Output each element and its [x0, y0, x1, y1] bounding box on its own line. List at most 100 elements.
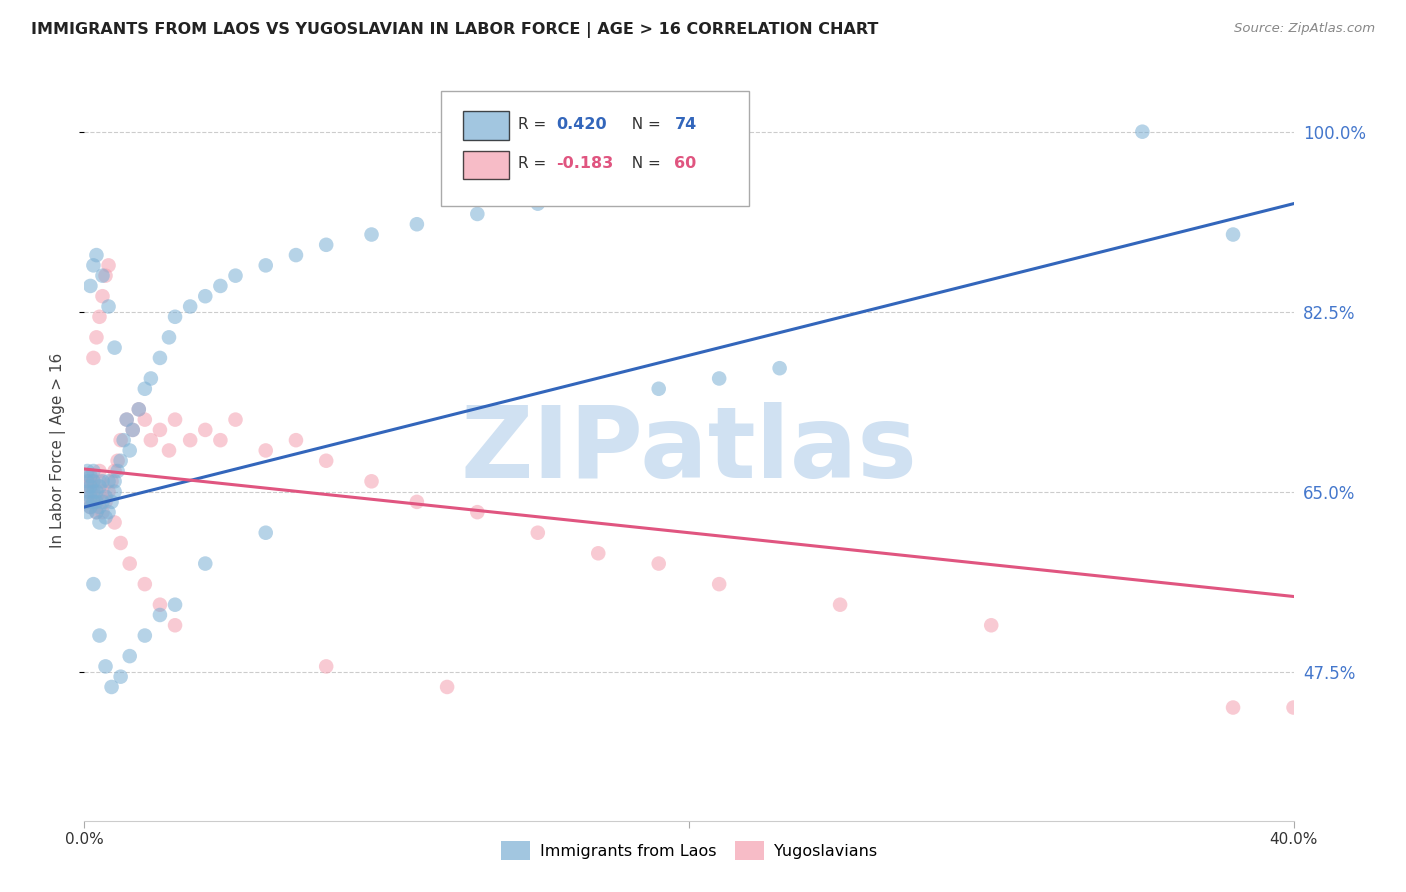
Point — [86, 505, 108, 519]
Point — [285, 248, 308, 262]
FancyBboxPatch shape — [441, 91, 749, 206]
Point — [112, 433, 135, 447]
Y-axis label: In Labor Force | Age > 16: In Labor Force | Age > 16 — [51, 353, 66, 548]
Point — [76, 505, 98, 519]
Text: N =: N = — [623, 117, 666, 132]
Legend: Immigrants from Laos, Yugoslavians: Immigrants from Laos, Yugoslavians — [495, 835, 883, 866]
Text: 74: 74 — [675, 117, 697, 132]
Point — [165, 618, 187, 632]
Point — [110, 433, 132, 447]
Text: 0.420: 0.420 — [555, 117, 606, 132]
Point — [91, 505, 114, 519]
Point — [89, 464, 111, 478]
Point — [97, 484, 120, 499]
Point — [165, 310, 187, 324]
Point — [149, 607, 172, 622]
Point — [194, 557, 217, 571]
Point — [527, 525, 550, 540]
Point — [1222, 227, 1244, 242]
Point — [82, 495, 104, 509]
Point — [89, 628, 111, 642]
Point — [157, 330, 180, 344]
Point — [97, 505, 120, 519]
Point — [194, 289, 217, 303]
Point — [315, 237, 337, 252]
Point — [436, 680, 458, 694]
Point — [709, 371, 731, 385]
Point — [79, 490, 101, 504]
Point — [209, 279, 232, 293]
Point — [107, 464, 129, 478]
Point — [830, 598, 852, 612]
Point — [91, 268, 114, 283]
Point — [118, 443, 141, 458]
Point — [709, 577, 731, 591]
Point — [86, 505, 108, 519]
Point — [134, 412, 156, 426]
Point — [285, 433, 308, 447]
Point — [76, 484, 98, 499]
FancyBboxPatch shape — [463, 112, 509, 139]
Point — [91, 495, 114, 509]
Point — [179, 433, 201, 447]
Point — [128, 402, 150, 417]
Point — [79, 475, 101, 489]
Point — [86, 484, 108, 499]
Point — [360, 227, 382, 242]
Point — [467, 505, 489, 519]
Point — [104, 341, 127, 355]
Point — [89, 479, 111, 493]
Point — [82, 259, 104, 273]
Point — [406, 217, 429, 231]
Point — [254, 525, 277, 540]
Text: R =: R = — [519, 156, 551, 171]
Point — [104, 516, 127, 530]
Text: -0.183: -0.183 — [555, 156, 613, 171]
Point — [139, 371, 162, 385]
Point — [110, 536, 132, 550]
Point — [82, 464, 104, 478]
Point — [115, 412, 138, 426]
Point — [128, 402, 150, 417]
Point — [157, 443, 180, 458]
Point — [104, 484, 127, 499]
Point — [588, 546, 610, 560]
Point — [100, 475, 122, 489]
Point — [76, 469, 98, 483]
Point — [89, 475, 111, 489]
Text: ZIPatlas: ZIPatlas — [461, 402, 917, 499]
Point — [104, 464, 127, 478]
Text: 60: 60 — [675, 156, 697, 171]
Point — [225, 268, 247, 283]
Point — [79, 479, 101, 493]
Point — [1282, 700, 1305, 714]
Point — [225, 412, 247, 426]
Point — [86, 248, 108, 262]
Point — [82, 495, 104, 509]
Point — [149, 423, 172, 437]
Point — [149, 351, 172, 365]
Point — [76, 479, 98, 493]
Point — [588, 186, 610, 201]
Point — [91, 484, 114, 499]
Text: R =: R = — [519, 117, 551, 132]
Point — [89, 516, 111, 530]
Point — [648, 557, 671, 571]
Point — [360, 475, 382, 489]
Point — [134, 577, 156, 591]
Point — [980, 618, 1002, 632]
Point — [76, 495, 98, 509]
Point — [91, 475, 114, 489]
Point — [315, 454, 337, 468]
Point — [82, 475, 104, 489]
Point — [79, 500, 101, 514]
Point — [79, 469, 101, 483]
Point — [467, 207, 489, 221]
Point — [94, 268, 117, 283]
Text: Source: ZipAtlas.com: Source: ZipAtlas.com — [1234, 22, 1375, 36]
Point — [406, 495, 429, 509]
Point — [110, 670, 132, 684]
Point — [648, 382, 671, 396]
Point — [179, 300, 201, 314]
Point — [1130, 125, 1153, 139]
